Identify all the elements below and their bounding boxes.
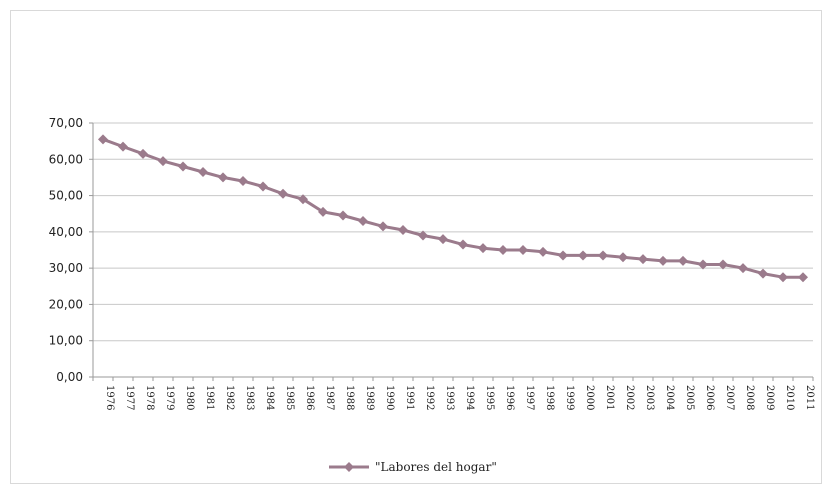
data-point	[378, 221, 388, 232]
x-axis: 1976 1977 1978 1979 1980 1981 1982 1983 1984 1985…	[92, 376, 815, 410]
data-point	[418, 230, 428, 241]
data-point	[158, 156, 168, 167]
data-point	[718, 259, 728, 270]
x-tick-label: 2011	[804, 385, 815, 410]
data-point	[278, 188, 288, 199]
x-tick-label: 1978	[144, 385, 155, 410]
data-point	[178, 161, 188, 172]
x-tick-label: 1999	[564, 385, 575, 410]
x-tick-label: 2001	[604, 385, 615, 410]
x-tick-label: 2006	[704, 385, 715, 410]
data-point	[138, 148, 148, 159]
data-point	[698, 259, 708, 270]
x-tick-label: 1988	[344, 385, 355, 410]
y-tick-label: 60,00	[49, 152, 83, 166]
data-point	[758, 268, 768, 279]
x-tick-label: 1985	[284, 385, 295, 410]
y-tick-label: 50,00	[49, 189, 83, 203]
data-point	[258, 181, 268, 192]
series-layer	[98, 134, 808, 283]
x-tick-label: 2005	[684, 385, 695, 410]
x-tick-label: 1984	[264, 385, 275, 410]
y-tick-label: 30,00	[49, 261, 83, 275]
data-point	[218, 172, 228, 183]
y-tick-label: 40,00	[49, 225, 83, 239]
data-point	[558, 250, 568, 261]
x-tick-label: 1998	[544, 385, 555, 410]
data-point	[198, 166, 208, 177]
data-point	[238, 176, 248, 187]
data-point	[498, 245, 508, 255]
x-tick-label: 2009	[764, 385, 775, 410]
chart-frame: 0,00 10,00 20,00 30,00 40,00 50,00 60,00 70,00 …	[10, 10, 822, 484]
x-tick-label: 2000	[584, 385, 595, 410]
x-tick-label: 2007	[724, 385, 735, 410]
data-point	[338, 210, 348, 221]
y-axis: 0,00 10,00 20,00 30,00 40,00 50,00 60,00 70,00	[49, 116, 94, 384]
y-tick-label: 70,00	[49, 116, 83, 130]
data-point	[358, 215, 368, 226]
x-tick-label: 1994	[464, 385, 475, 410]
data-point	[778, 272, 788, 283]
x-tick-label: 1990	[384, 385, 395, 410]
x-tick-label: 2008	[744, 385, 755, 410]
x-tick-label: 2002	[624, 385, 635, 410]
data-point	[598, 250, 608, 261]
x-tick-label: 1993	[444, 385, 455, 410]
data-point	[618, 252, 628, 263]
x-tick-label: 1989	[364, 385, 375, 410]
data-point	[478, 243, 488, 254]
data-point	[118, 141, 128, 152]
data-point	[678, 255, 688, 266]
x-tick-label: 1986	[304, 385, 315, 410]
y-tick-label: 0,00	[56, 370, 83, 384]
x-tick-label: 1987	[324, 385, 335, 410]
x-tick-label: 1980	[184, 385, 195, 410]
data-point	[538, 246, 548, 257]
gridlines	[93, 122, 813, 378]
data-point	[658, 255, 668, 266]
legend-label: "Labores del hogar"	[375, 460, 497, 474]
x-tick-label: 1976	[104, 385, 115, 410]
x-tick-label: 1979	[164, 385, 175, 410]
line-chart: 0,0010,0020,0030,0040,0050,0060,0070,00 …	[49, 116, 815, 474]
x-tick-label: 2010	[784, 385, 795, 410]
data-point	[398, 225, 408, 236]
y-tick-label: 10,00	[49, 334, 83, 348]
x-tick-label: 1995	[484, 385, 495, 410]
y-tick-label: 20,00	[49, 297, 83, 311]
data-point	[458, 239, 468, 250]
data-point	[578, 250, 588, 261]
data-point	[738, 263, 748, 274]
legend: "Labores del hogar"	[329, 460, 497, 474]
x-tick-label: 2003	[644, 385, 655, 410]
x-tick-label: 1982	[224, 385, 235, 410]
data-point	[798, 272, 808, 283]
series-line	[102, 137, 803, 279]
data-point	[518, 245, 528, 255]
x-tick-label: 1996	[504, 385, 515, 410]
x-tick-label: 1992	[424, 385, 435, 410]
x-tick-label: 1997	[524, 385, 535, 410]
legend-marker	[344, 462, 354, 472]
data-point	[98, 134, 108, 145]
data-point	[638, 254, 648, 265]
data-point	[298, 194, 308, 205]
x-tick-label: 1983	[244, 385, 255, 410]
data-point	[438, 234, 448, 245]
x-tick-label: 2004	[664, 385, 675, 410]
x-tick-label: 1981	[204, 385, 215, 410]
x-tick-label: 1991	[404, 385, 415, 410]
x-tick-label: 1977	[124, 385, 135, 410]
data-point	[318, 206, 328, 217]
